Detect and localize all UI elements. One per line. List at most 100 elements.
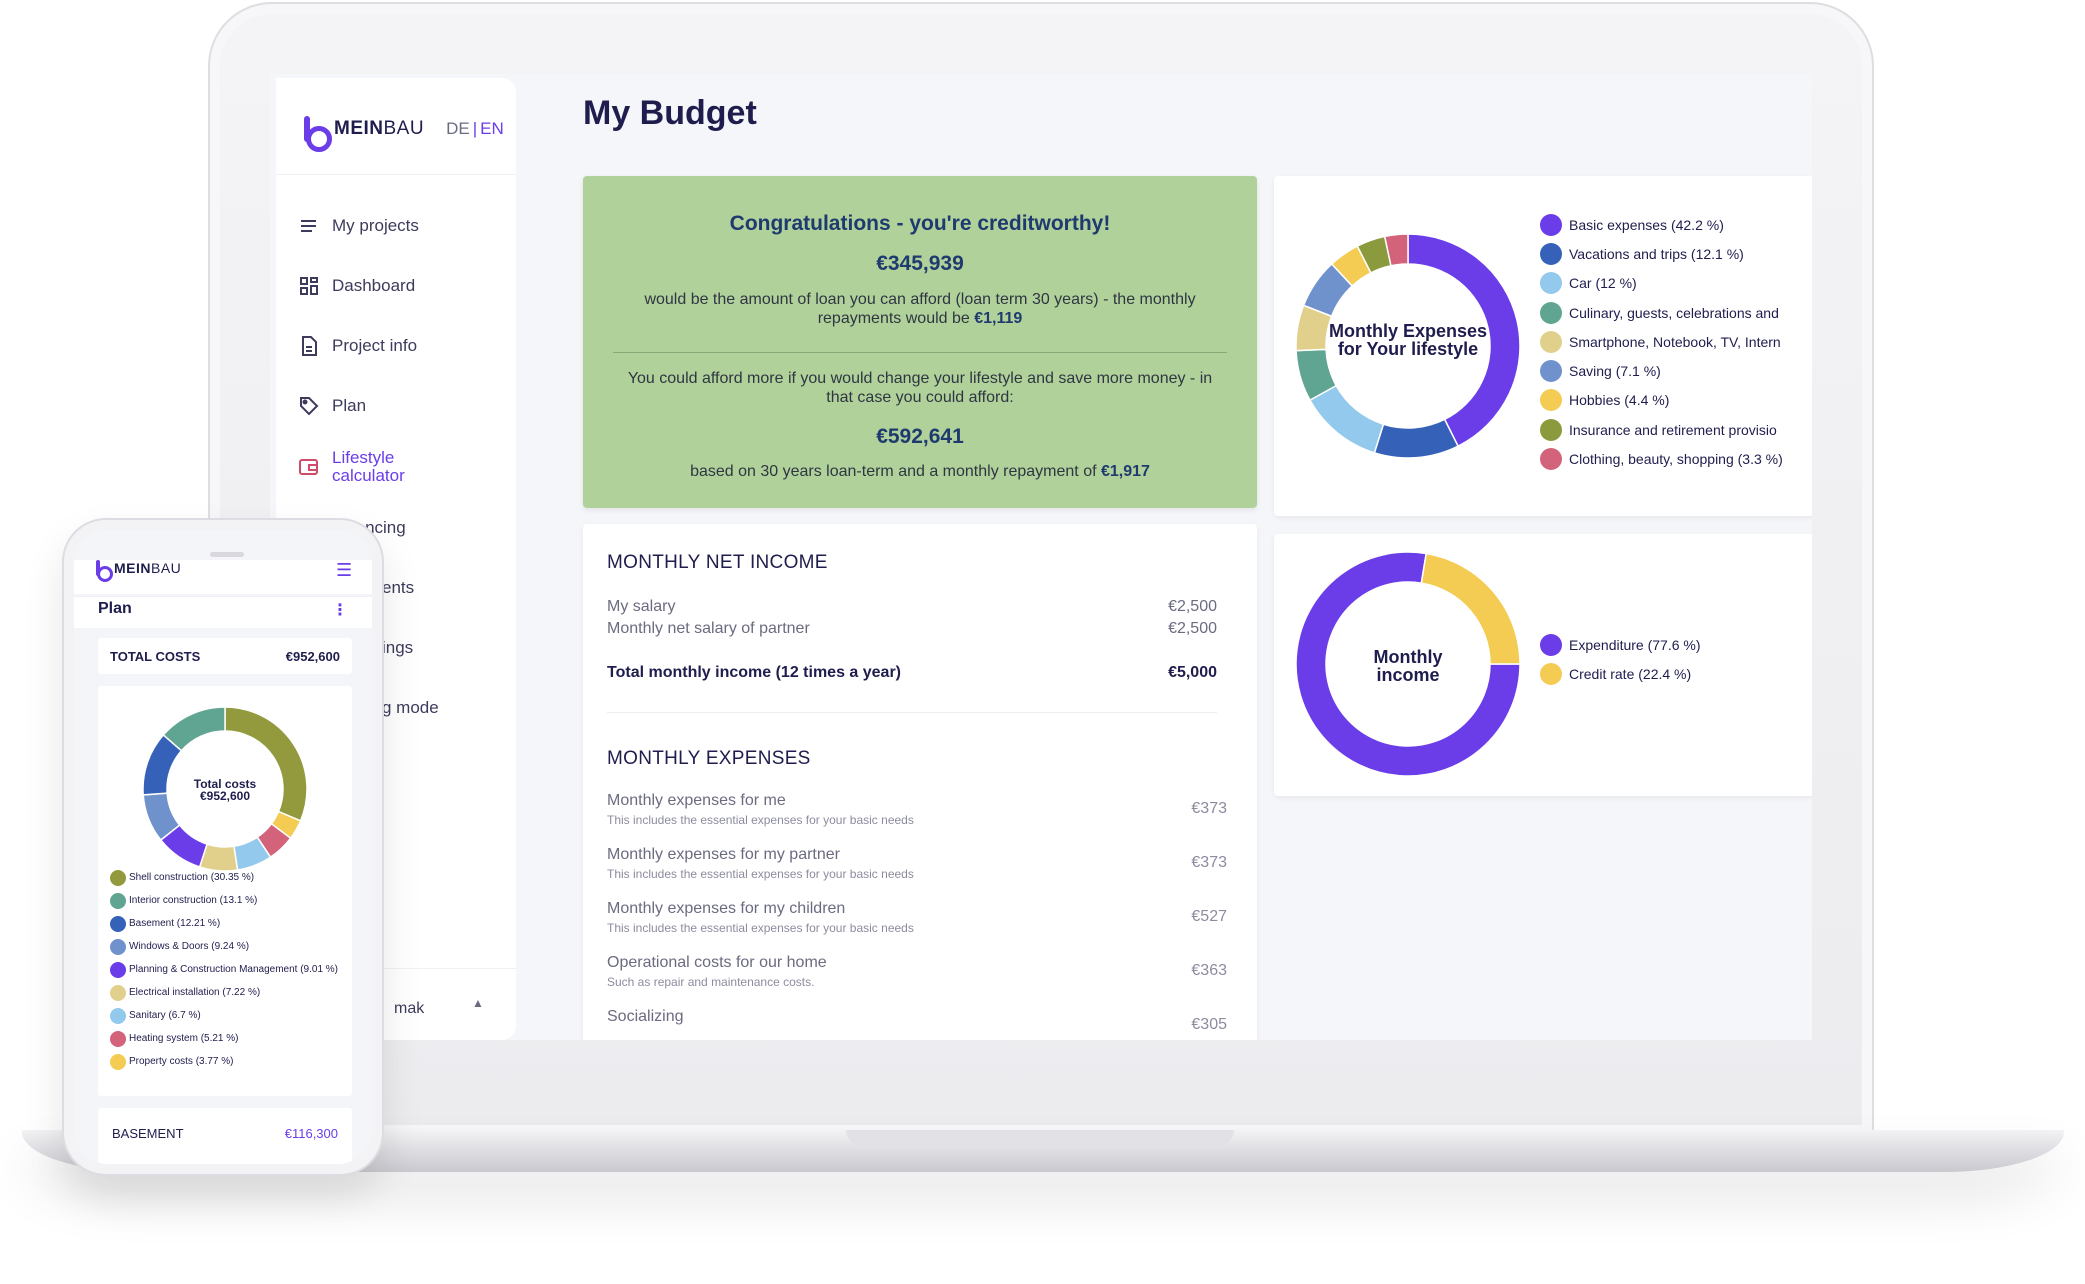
legend-swatch [1540,330,1562,353]
user-name[interactable]: mak [394,1000,425,1017]
sidebar-item-project-info[interactable]: Project info [298,316,508,376]
sidebar-item-plan[interactable]: Plan [298,376,508,436]
legend-item[interactable]: Smartphone, Notebook, TV, Intern [1540,327,1783,356]
legend-label: Credit rate (22.4 %) [1569,665,1692,682]
legend-label: Vacations and trips (12.1 %) [1569,245,1744,262]
legend-item[interactable]: Sanitary (6.7 %) [110,1008,346,1024]
sidebar-item-label: ings [382,638,414,657]
legend-item[interactable]: Culinary, guests, celebrations and [1540,298,1783,327]
sidebar-item-partial-3[interactable]: g mode [298,678,508,738]
total-costs-label: TOTAL COSTS [110,648,201,664]
legend-item[interactable]: Basic expenses (42.2 %) [1540,210,1783,239]
legend-item[interactable]: Saving (7.1 %) [1540,356,1783,385]
sidebar-item-my-projects[interactable]: My projects [298,196,508,256]
donut-slice[interactable] [1373,418,1460,458]
donut-slice[interactable] [1383,234,1409,267]
legend-item[interactable]: Windows & Doors (9.24 %) [110,939,346,955]
page-title: My Budget [583,94,757,132]
grid-icon [298,275,320,297]
donut-slice[interactable] [1308,384,1385,454]
income-total-row: Total monthly income (12 times a year) €5… [607,664,1217,681]
legend-item[interactable]: Basement (12.21 %) [110,916,346,932]
legend-label: Expenditure (77.6 %) [1569,636,1701,653]
legend-swatch [1540,448,1562,471]
legend-item[interactable]: Credit rate (22.4 %) [1540,659,1701,688]
donut-slice[interactable] [224,706,308,822]
legend-swatch [110,1054,126,1070]
legend-item[interactable]: Expenditure (77.6 %) [1540,630,1701,659]
expense-row[interactable]: Socializing €305 [607,1008,1227,1033]
donut-slice[interactable] [1296,552,1520,776]
legend-label: Sanitary (6.7 %) [129,1010,201,1021]
sidebar-item-partial-1[interactable]: ents [298,558,508,618]
phone-page-title: Plan [98,600,132,617]
wallet-icon [298,456,320,478]
basement-label: BASEMENT [112,1126,184,1141]
sidebar-item-label: ents [382,578,415,597]
legend-label: Interior construction (13.1 %) [129,895,258,906]
brand-name: MEINBAU [334,118,425,139]
lifestyle-donut-chart [1296,234,1520,458]
phone-brand-logo[interactable]: MEINBAU [96,560,182,582]
phone-device: MEINBAU ☰ Plan ⋮ TOTAL COSTS €952,600 To… [62,518,384,1176]
donut-slice[interactable] [1420,552,1520,665]
income-donut-chart [1296,552,1520,776]
legend-swatch [110,962,126,978]
phone-screen: MEINBAU ☰ Plan ⋮ TOTAL COSTS €952,600 To… [74,530,372,1164]
lang-de[interactable]: DE [446,119,470,138]
sidebar-item-label: g mode [382,698,439,717]
lifestyle-expenses-chart-card: Monthly Expenses for Your lifestyle Basi… [1274,176,1812,516]
legend-item[interactable]: Heating system (5.21 %) [110,1031,346,1047]
donut-slice[interactable] [1407,234,1520,448]
legend-item[interactable]: Property costs (3.77 %) [110,1054,346,1070]
legend-swatch [110,893,126,909]
chart-center-label: Monthly Expenses for Your lifestyle [1328,321,1488,359]
brand-name: MEINBAU [114,560,182,576]
credit-amount: €345,939 [876,252,964,275]
legend-label: Planning & Construction Management (9.01… [129,964,339,975]
sidebar-item-label: Project info [332,336,418,355]
legend-swatch [110,985,126,1001]
phone-total-costs: TOTAL COSTS €952,600 [98,638,352,674]
sidebar-item-label: Lifestyle calculator [332,448,405,485]
legend-item[interactable]: Interior construction (13.1 %) [110,893,346,909]
phone-basement-card[interactable]: BASEMENT €116,300 [98,1108,352,1164]
more-options-icon[interactable]: ⋮ [332,602,348,619]
legend-swatch [110,939,126,955]
phone-chart-center-label: Total costs €952,600 [193,777,257,803]
sidebar-footer-divider [276,968,516,969]
expense-row[interactable]: Monthly expenses for my partner This incl… [607,846,1227,881]
credit-divider [613,352,1227,353]
legend-item[interactable]: Planning & Construction Management (9.01… [110,962,346,978]
sidebar-item-dashboard[interactable]: Dashboard [298,256,508,316]
list-icon [298,215,320,237]
legend-swatch [1540,418,1562,441]
expense-row[interactable]: Operational costs for our home Such as re… [607,954,1227,989]
legend-item[interactable]: Shell construction (30.35 %) [110,870,346,886]
expenses-title: MONTHLY EXPENSES [607,748,811,769]
legend-swatch [1540,633,1562,656]
legend-item[interactable]: Car (12 %) [1540,269,1783,298]
basement-row: BASEMENT €116,300 [112,1126,338,1141]
donut-slice[interactable] [162,706,226,752]
legend-label: Culinary, guests, celebrations and [1569,304,1779,321]
credit-title: Congratulations - you're creditworthy! [729,212,1111,235]
lang-en[interactable]: EN [480,119,504,138]
expense-row[interactable]: Monthly expenses for my children This inc… [607,900,1227,935]
hamburger-icon[interactable]: ☰ [336,560,353,580]
legend-label: Clothing, beauty, shopping (3.3 %) [1569,451,1783,468]
phone-costs-legend: Shell construction (30.35 %) Interior con… [110,870,346,1079]
sidebar-item-partial-2[interactable]: ings [298,618,508,678]
expense-row[interactable]: Monthly expenses for me This includes the… [607,792,1227,827]
sidebar-item-lifestyle-calculator[interactable]: Lifestyle calculator [298,436,508,498]
credit-loan-term-text: based on 30 years loan-term and a monthl… [690,463,1150,480]
legend-item[interactable]: Hobbies (4.4 %) [1540,386,1783,415]
legend-item[interactable]: Electrical installation (7.22 %) [110,985,346,1001]
caret-up-icon[interactable]: ▲ [472,996,484,1010]
legend-item[interactable]: Insurance and retirement provisio [1540,415,1783,444]
legend-item[interactable]: Clothing, beauty, shopping (3.3 %) [1540,444,1783,473]
phone-title-bar [74,596,372,628]
brand-logo[interactable]: MEINBAU DE | EN [304,116,504,152]
phone-speaker [210,552,244,557]
legend-item[interactable]: Vacations and trips (12.1 %) [1540,239,1783,268]
